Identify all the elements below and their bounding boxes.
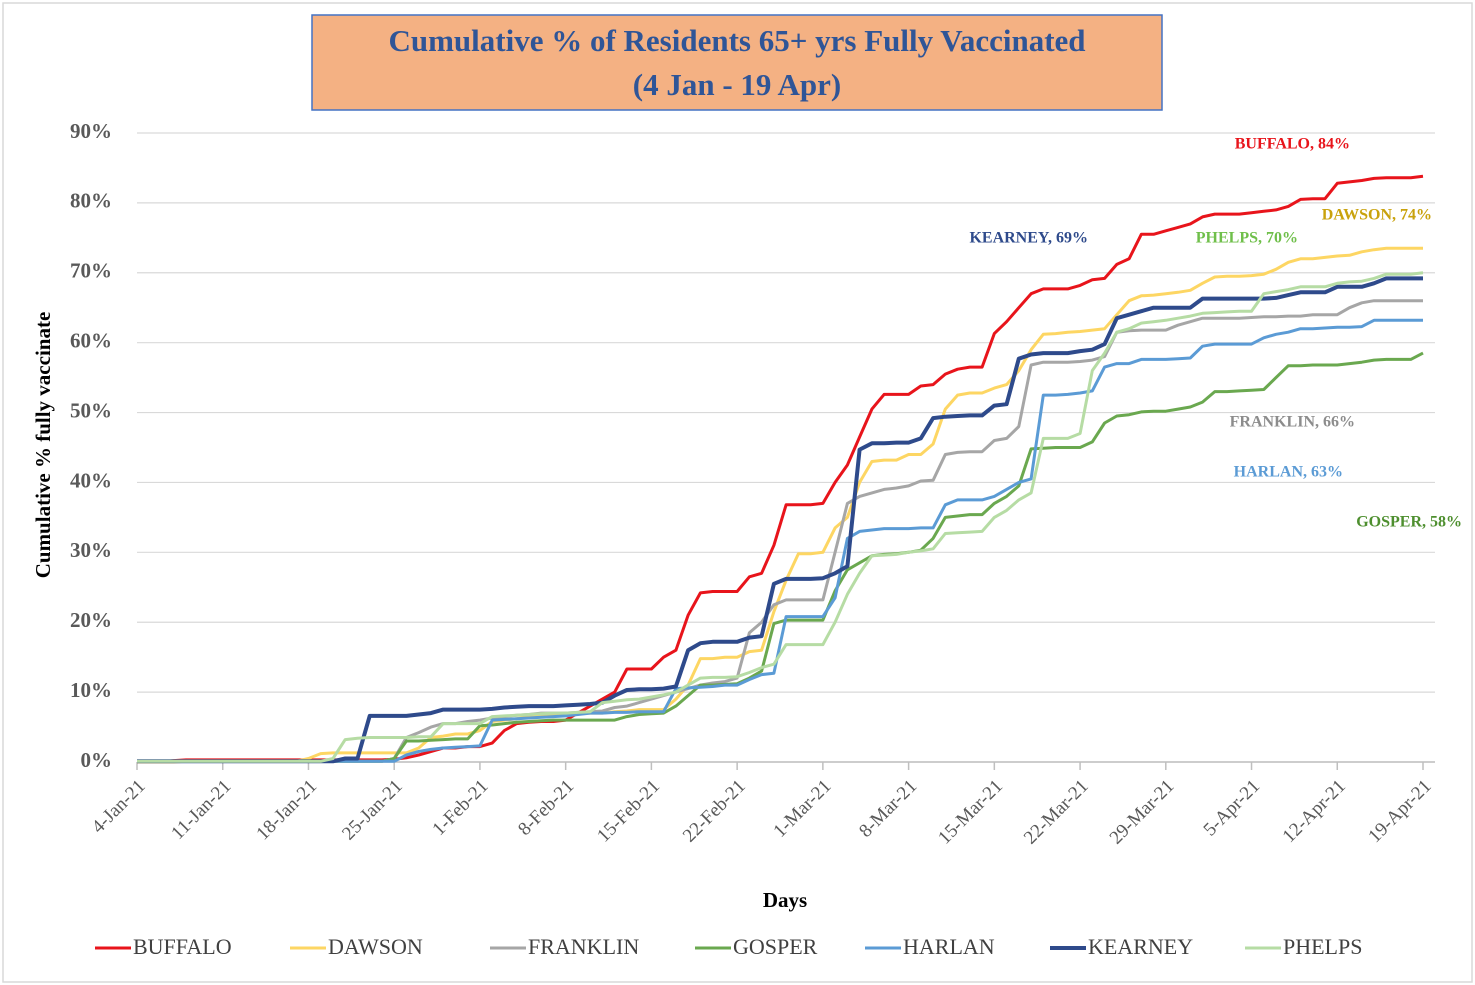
y-tick-label: 40%	[70, 468, 112, 492]
y-tick-label: 30%	[70, 538, 112, 562]
annotation: GOSPER, 58%	[1356, 514, 1462, 531]
annotation: FRANKLIN, 66%	[1230, 414, 1355, 431]
title-box	[311, 14, 1163, 111]
legend-label: HARLAN	[903, 934, 995, 959]
series-line	[137, 276, 1423, 764]
annotation: PHELPS, 70%	[1196, 230, 1298, 247]
legend-label: BUFFALO	[133, 934, 232, 959]
y-tick-label: 60%	[70, 328, 112, 352]
annotation: HARLAN, 63%	[1234, 464, 1343, 481]
legend-label: DAWSON	[328, 934, 423, 959]
series-line	[137, 246, 1423, 764]
y-tick-label: 20%	[70, 608, 112, 632]
y-tick-label: 80%	[70, 189, 112, 213]
annotation: KEARNEY, 69%	[969, 230, 1088, 247]
x-axis-label: Days	[763, 888, 807, 912]
chart-subtitle: (4 Jan - 19 Apr)	[633, 67, 841, 102]
series-line	[137, 318, 1423, 763]
y-tick-label: 90%	[70, 119, 112, 143]
y-tick-label: 70%	[70, 259, 112, 283]
legend-label: KEARNEY	[1088, 934, 1193, 959]
y-tick-label: 50%	[70, 398, 112, 422]
y-tick-label: 10%	[70, 678, 112, 702]
y-tick-label: 0%	[81, 748, 113, 772]
legend-label: GOSPER	[733, 934, 818, 959]
legend-label: FRANKLIN	[528, 934, 639, 959]
legend-label: PHELPS	[1283, 934, 1362, 959]
y-axis-label: Cumulative % fully vaccinate	[31, 312, 55, 579]
chart-title: Cumulative % of Residents 65+ yrs Fully …	[388, 23, 1085, 58]
annotation: DAWSON, 74%	[1322, 207, 1432, 224]
annotation: BUFFALO, 84%	[1235, 136, 1350, 153]
series-line	[137, 271, 1424, 763]
